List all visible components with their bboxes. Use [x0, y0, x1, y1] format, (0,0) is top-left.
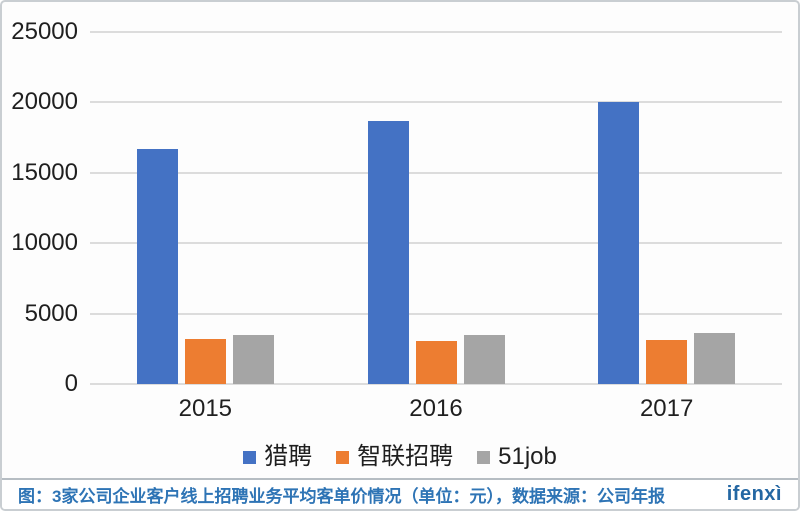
legend-item-猎聘: 猎聘: [243, 445, 312, 469]
bar-智联招聘-2016: [415, 341, 457, 384]
gridline: [90, 31, 782, 33]
legend-label: 51job: [498, 443, 557, 470]
plot-area: 0 5000 10000 15000 20000 25000 2015 2016 2017: [2, 2, 798, 442]
y-tick-label: 5000: [24, 299, 78, 327]
y-tick-label: 15000: [11, 158, 78, 186]
caption-bar: 图：3家公司企业客户线上招聘业务平均客单价情况（单位：元），数据来源：公司年报 …: [2, 478, 798, 509]
x-axis-label: 2016: [409, 395, 463, 422]
legend-swatch: [477, 450, 491, 464]
bar-智联招聘-2017: [646, 340, 688, 384]
y-tick-label: 25000: [11, 18, 78, 45]
x-axis-label: 2015: [178, 395, 233, 422]
y-tick-label: 0: [64, 370, 78, 397]
legend-item-智联招聘: 智联招聘: [336, 445, 453, 469]
legend: 猎聘 智联招聘 51job: [2, 440, 798, 474]
bar-猎聘-2017: [598, 102, 640, 384]
brand-logo: ifenxì: [726, 483, 782, 505]
legend-label: 猎聘: [264, 443, 313, 470]
y-tick-label: 10000: [11, 229, 78, 257]
legend-item-51job: 51job: [477, 445, 557, 469]
bar-51job-2015: [232, 335, 274, 384]
legend-label: 智联招聘: [357, 443, 454, 470]
y-tick-label: 20000: [11, 88, 78, 116]
gridline: [90, 101, 782, 104]
bar-51job-2017: [694, 333, 736, 384]
bar-51job-2016: [463, 335, 505, 384]
bar-猎聘-2015: [136, 148, 178, 384]
gridline: [90, 383, 782, 385]
caption-text: 图：3家公司企业客户线上招聘业务平均客单价情况（单位：元），数据来源：公司年报: [18, 487, 665, 506]
gridline: [90, 312, 782, 315]
gridline: [90, 171, 782, 174]
legend-swatch: [243, 450, 257, 464]
gridline: [90, 242, 782, 245]
legend-swatch: [336, 450, 350, 464]
x-axis-label: 2017: [639, 395, 694, 422]
bar-智联招聘-2015: [184, 338, 226, 384]
bar-猎聘-2016: [367, 120, 409, 384]
